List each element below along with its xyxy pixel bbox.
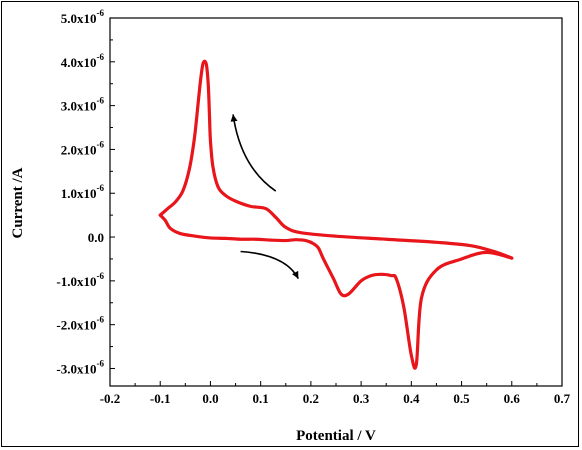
arrowhead [230, 114, 238, 122]
y-tick-label: -1.0x10-6 [56, 271, 104, 289]
arrowhead [291, 270, 299, 279]
y-tick-label: 2.0x10-6 [61, 139, 105, 157]
x-tick-label: 0.5 [453, 391, 470, 406]
y-axis-ticks: 5.0x10-6 4.0x10-6 3.0x10-6 2.0x10-6 1.0x10-6… [56, 8, 115, 376]
x-tick-label: 0.1 [253, 391, 269, 406]
x-tick-label: 0.2 [303, 391, 319, 406]
x-tick-label: 0.0 [202, 391, 218, 406]
cathodic-scan-line [158, 213, 514, 370]
anodic-scan-line [158, 59, 514, 260]
x-tick-label: -0.1 [150, 391, 171, 406]
y-tick-label: -2.0x10-6 [56, 315, 104, 333]
y-axis-title: Current /A [10, 167, 26, 238]
x-tick-label: 0.7 [554, 391, 571, 406]
cv-curve [158, 59, 514, 370]
x-tick-label: -0.2 [100, 391, 121, 406]
y-tick-label: -3.0x10-6 [56, 358, 104, 376]
cathodic-sweep-arrow [240, 250, 300, 280]
plot-area-border [109, 17, 563, 387]
x-tick-label: 0.4 [403, 391, 420, 406]
y-tick-label: 3.0x10-6 [61, 96, 105, 114]
x-axis-title: Potential / V [296, 428, 376, 444]
y-tick-label: 1.0x10-6 [61, 183, 105, 201]
y-tick-label: 5.0x10-6 [61, 8, 105, 26]
y-tick-label: 0.0 [88, 230, 104, 245]
x-axis-ticks: -0.2 -0.1 0.0 0.1 0.2 0.3 0.4 0.5 0.6 0.7 [100, 381, 571, 406]
x-tick-label: 0.3 [353, 391, 370, 406]
y-tick-label: 4.0x10-6 [61, 52, 105, 70]
anodic-sweep-arrow [232, 114, 277, 192]
x-tick-label: 0.6 [504, 391, 521, 406]
sweep-arrows [230, 114, 300, 280]
